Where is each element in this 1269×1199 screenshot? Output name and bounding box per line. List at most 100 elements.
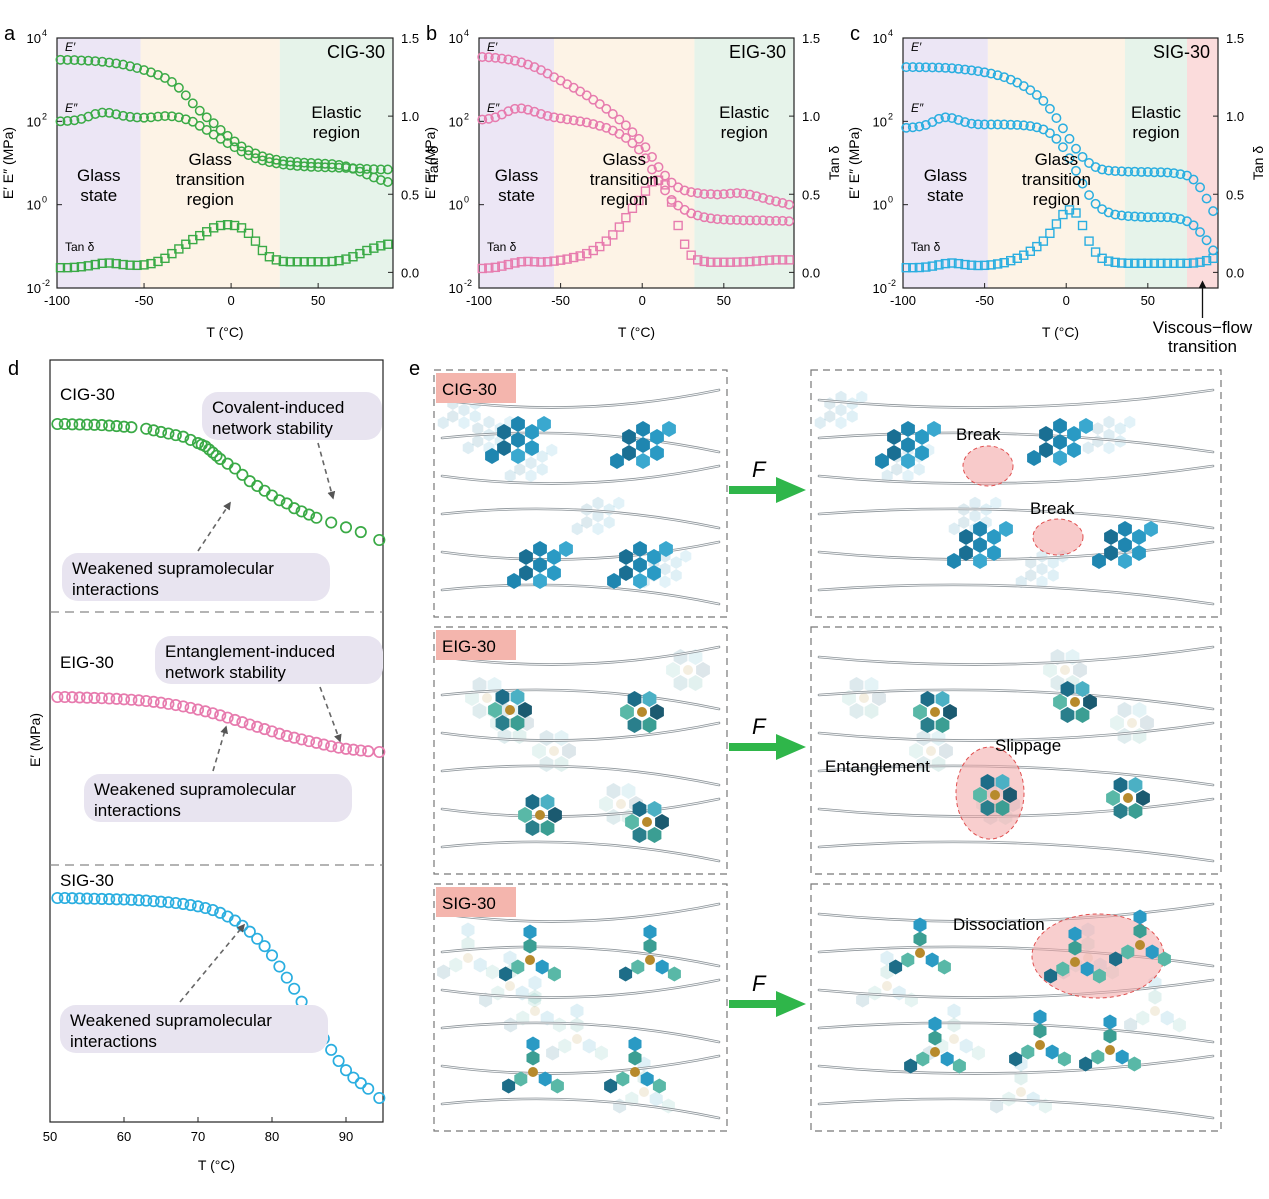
- molecule-hexagon: [1157, 951, 1171, 967]
- storage-modulus-point: [1110, 166, 1121, 177]
- storage-modulus-point: [1025, 85, 1036, 96]
- molecule-hexagon: [1083, 694, 1097, 710]
- x-tick-label: 50: [43, 1129, 57, 1144]
- modulus-point: [288, 502, 301, 515]
- polymer-chain-highlight: [818, 689, 1214, 710]
- modulus-point: [347, 1071, 360, 1084]
- y-tick-exponent: 4: [42, 28, 47, 38]
- loss-modulus-point: [953, 114, 964, 125]
- molecule-hexagon: [902, 469, 914, 483]
- molecule-hexagon: [650, 445, 664, 461]
- modulus-point: [317, 738, 330, 751]
- loss-modulus-point: [705, 213, 716, 224]
- molecule-hexagon: [547, 565, 561, 581]
- modulus-point: [199, 901, 212, 915]
- tan-delta-point: [153, 256, 163, 267]
- tan-delta-point: [979, 260, 990, 271]
- tan-delta-point: [362, 245, 372, 256]
- polymer-chain-highlight: [441, 646, 720, 666]
- molecule-hexagon: [835, 416, 847, 430]
- polymer-chain-highlight: [818, 841, 1214, 862]
- molecule-hexagon: [1127, 1056, 1141, 1072]
- loss-modulus-point: [777, 215, 788, 226]
- callout-text: network stability: [165, 663, 286, 682]
- molecule-hexagon: [497, 440, 511, 456]
- tan-delta-point: [908, 262, 918, 273]
- molecule-hexagon: [458, 403, 470, 417]
- molecule-hexagon: [920, 691, 935, 707]
- molecule-hexagon: [849, 703, 864, 719]
- molecule-hexagon: [913, 463, 925, 476]
- tan-delta-point: [76, 262, 87, 272]
- tan-delta-point: [1097, 253, 1107, 264]
- tan-delta-point: [608, 230, 618, 240]
- loss-modulus-point: [647, 164, 657, 175]
- y-right-tick-label: 0.0: [401, 265, 419, 280]
- molecule-hexagon: [1026, 1091, 1040, 1107]
- loss-modulus-point: [166, 111, 177, 122]
- modulus-point: [243, 718, 256, 731]
- molecule-hexagon: [642, 691, 657, 707]
- tan-delta-point: [348, 252, 358, 262]
- modulus-point: [295, 505, 308, 518]
- tan-delta-point: [1077, 220, 1088, 231]
- modulus-point: [214, 709, 227, 722]
- modulus-point: [258, 723, 271, 736]
- curve-label-tan: Tan δ: [911, 240, 941, 254]
- sample-tag-bg: [436, 630, 516, 660]
- tan-delta-point: [934, 260, 944, 270]
- molecule-hexagon: [1115, 1049, 1129, 1065]
- region-label: Glass: [188, 150, 231, 169]
- storage-modulus-point: [257, 151, 268, 162]
- loss-modulus-point: [1149, 212, 1160, 223]
- molecule-hexagon: [1092, 968, 1106, 984]
- storage-modulus-point: [718, 189, 729, 199]
- modulus-point: [373, 533, 386, 547]
- molecule-hexagon: [1132, 529, 1146, 545]
- molecule-hexagon: [465, 690, 479, 706]
- molecule-hexagon: [1109, 951, 1123, 967]
- tan-delta-point: [55, 262, 66, 273]
- loss-modulus-point: [1110, 209, 1121, 220]
- tan-delta-point: [693, 255, 703, 265]
- loss-modulus-point: [914, 121, 925, 132]
- molecule-hexagon: [472, 677, 487, 693]
- loss-modulus-point: [1090, 198, 1101, 209]
- molecule-hexagon: [581, 516, 593, 529]
- molecule-hexagon: [916, 730, 931, 746]
- tan-delta-point: [69, 262, 80, 273]
- callout-bubble: [60, 1005, 328, 1053]
- storage-modulus-point: [483, 52, 494, 63]
- loss-modulus-point: [187, 116, 198, 127]
- storage-modulus-point: [920, 62, 931, 73]
- loss-modulus-point: [1025, 121, 1036, 132]
- x-tick-label: 0: [639, 293, 646, 308]
- modulus-point: [88, 691, 101, 704]
- storage-modulus-point: [111, 58, 122, 69]
- modulus-point: [110, 420, 123, 433]
- loss-modulus-point: [601, 122, 612, 133]
- curve-label-tan: Tan δ: [487, 240, 517, 254]
- molecule-hexagon: [495, 715, 510, 731]
- molecule-hexagon: [973, 537, 987, 553]
- tan-delta-point: [516, 257, 527, 267]
- molecule-hexagon: [461, 936, 475, 952]
- molecule-hexagon: [1079, 418, 1093, 434]
- modulus-point: [354, 744, 367, 757]
- molecule-hexagon: [935, 717, 950, 733]
- molecule-hexagon: [1053, 434, 1067, 450]
- loss-modulus-point: [1084, 190, 1095, 201]
- plot-frame: [56, 37, 394, 289]
- loss-modulus-point: [125, 111, 136, 122]
- loss-modulus-point: [509, 103, 520, 114]
- after-box: [810, 369, 1222, 618]
- storage-modulus-point: [751, 191, 762, 202]
- metal-ion: [639, 1087, 649, 1097]
- y-tick-label: 10: [449, 198, 463, 213]
- region-label: Glass: [924, 166, 967, 185]
- molecule-hexagon: [881, 469, 893, 483]
- callout-arrow: [179, 923, 246, 1003]
- modulus-point: [191, 900, 205, 913]
- storage-modulus-point: [614, 114, 625, 125]
- tan-delta-point: [1045, 228, 1055, 239]
